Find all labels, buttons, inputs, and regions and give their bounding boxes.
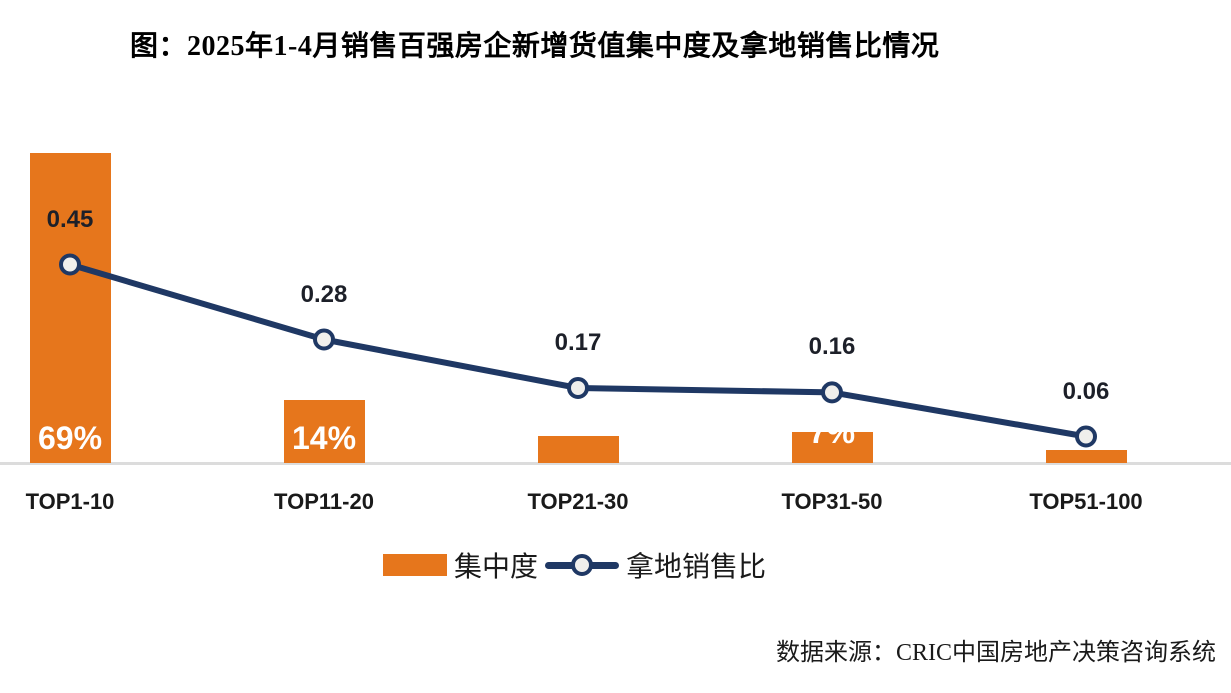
legend: 集中度 拿地销售比 xyxy=(383,548,766,582)
x-axis-label-TOP1-10: TOP1-10 xyxy=(25,489,115,514)
line-value-label: 0.45 xyxy=(46,206,94,233)
line-value-label: 0.28 xyxy=(300,281,348,308)
line-point-marker xyxy=(1075,425,1097,448)
bar-TOP11-20: 14% xyxy=(283,400,365,463)
legend-bar-swatch xyxy=(383,554,447,576)
line-series xyxy=(59,253,1097,448)
plot-area: 69% 14% 7% 0.45 0.28 0.17 0.16 0.06 xyxy=(0,153,1231,465)
data-source-text: 数据来源：CRIC中国房地产决策咨询系统 xyxy=(775,640,1216,666)
bar-value-label: 7% xyxy=(808,432,856,450)
x-axis-label-TOP11-20: TOP11-20 xyxy=(274,489,374,514)
line-value-label: 0.17 xyxy=(554,329,602,356)
bar-TOP21-30 xyxy=(537,436,619,463)
legend-line-label: 拿地销售比 xyxy=(626,551,767,582)
legend-line-sample xyxy=(545,553,620,577)
legend-bar-label: 集中度 xyxy=(454,551,539,582)
line-point-marker xyxy=(567,377,589,399)
line-value-label: 0.06 xyxy=(1062,378,1110,405)
x-axis-label-TOP21-30: TOP21-30 xyxy=(527,489,629,514)
line-point-marker xyxy=(821,381,843,404)
x-axis-label-TOP31-50: TOP31-50 xyxy=(781,489,883,514)
bar-TOP1-10: 69% xyxy=(29,153,111,463)
line-value-label: 0.16 xyxy=(808,333,856,360)
chart-title: 图：2025年1-4月销售百强房企新增货值集中度及拿地销售比情况 xyxy=(130,31,940,62)
x-axis-label-TOP51-100: TOP51-100 xyxy=(1029,489,1143,514)
bar-value-label: 69% xyxy=(37,420,103,456)
legend-marker-sample xyxy=(571,554,594,576)
bar-TOP31-50: 7% xyxy=(791,432,873,463)
bar-TOP51-100 xyxy=(1045,450,1127,463)
x-axis-line xyxy=(0,462,1231,465)
bar-value-label: 14% xyxy=(291,420,357,456)
line-point-marker xyxy=(313,328,335,351)
